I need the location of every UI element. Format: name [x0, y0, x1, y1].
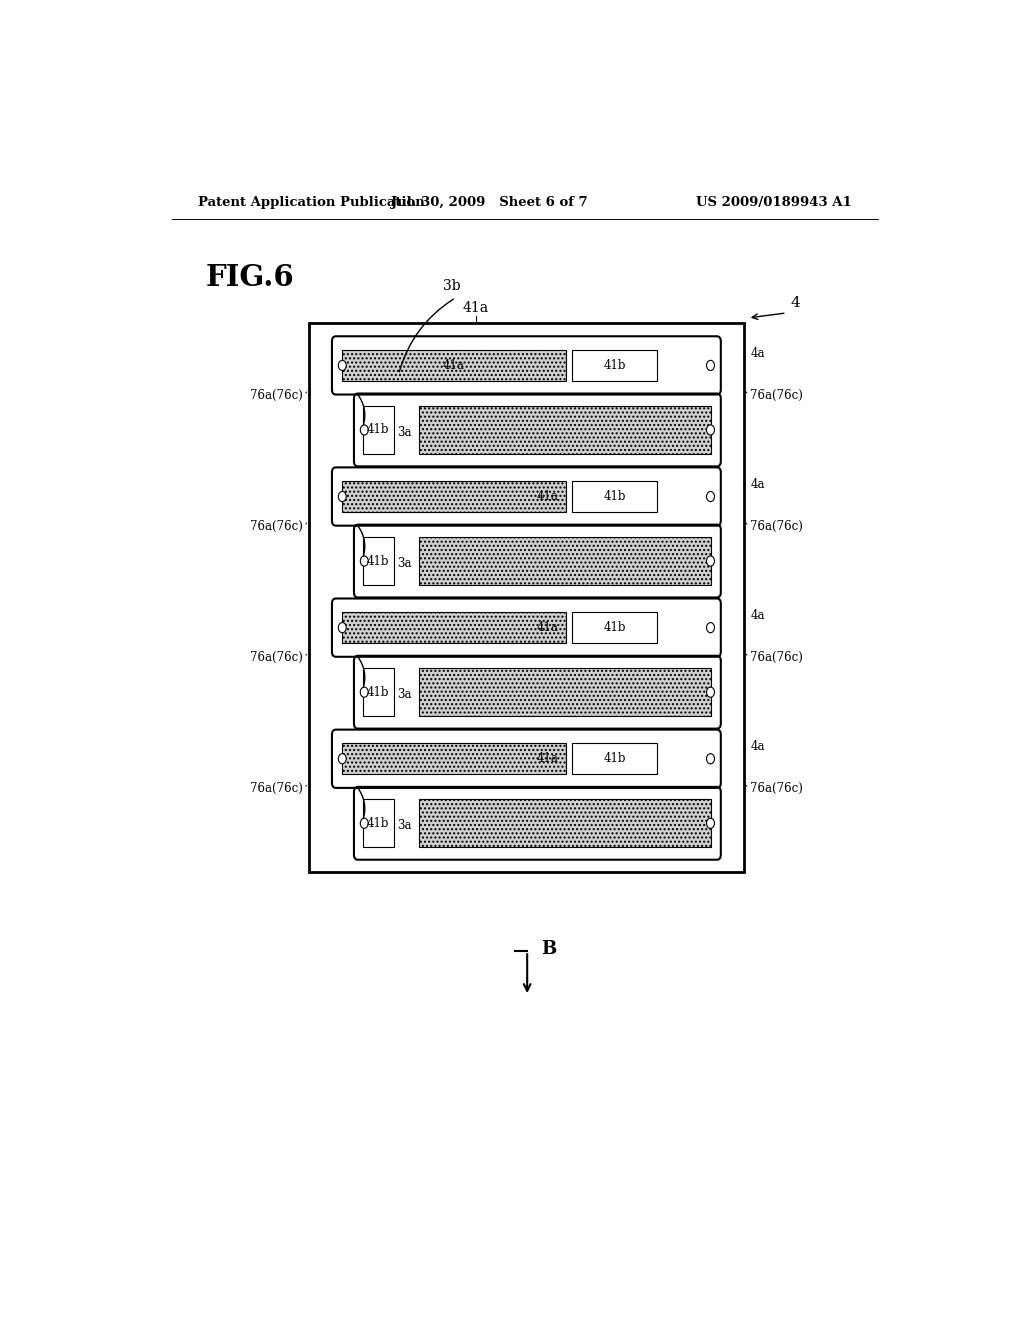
Bar [572, 743, 657, 774]
Bar [419, 668, 711, 715]
Bar [572, 350, 657, 380]
Text: 4a: 4a [751, 741, 765, 754]
Bar [572, 612, 657, 643]
Text: 41b: 41b [367, 685, 389, 698]
Circle shape [707, 360, 715, 371]
Text: 4a: 4a [751, 478, 765, 491]
Bar [356, 399, 719, 461]
Circle shape [360, 818, 369, 829]
Bar [334, 473, 719, 520]
Bar [419, 407, 711, 454]
Text: 41b: 41b [367, 424, 389, 437]
Text: Jul. 30, 2009   Sheet 6 of 7: Jul. 30, 2009 Sheet 6 of 7 [391, 195, 588, 209]
Text: 41a: 41a [463, 301, 489, 315]
Bar [309, 323, 743, 873]
Text: 4a: 4a [751, 609, 765, 622]
Text: 41a: 41a [537, 752, 559, 766]
Bar [342, 612, 566, 643]
Bar [342, 743, 566, 774]
Circle shape [338, 491, 346, 502]
Text: 4a: 4a [751, 347, 765, 360]
Bar [362, 668, 393, 715]
Bar [362, 537, 393, 585]
Bar [362, 407, 393, 454]
Bar [334, 603, 719, 652]
Bar [572, 480, 657, 512]
Bar [334, 735, 719, 783]
Text: 3a: 3a [397, 425, 412, 438]
Text: 76a(76c): 76a(76c) [250, 783, 303, 796]
Text: 76a(76c): 76a(76c) [250, 389, 303, 403]
Text: 41b: 41b [603, 622, 626, 634]
Text: 76a(76c): 76a(76c) [751, 389, 803, 403]
Text: 4: 4 [791, 296, 801, 310]
Text: 76a(76c): 76a(76c) [250, 651, 303, 664]
Circle shape [338, 360, 346, 371]
Bar [342, 350, 566, 380]
Circle shape [707, 556, 715, 566]
Bar [356, 529, 719, 593]
Text: 3a: 3a [397, 818, 412, 832]
Text: 76a(76c): 76a(76c) [751, 651, 803, 664]
Text: 41b: 41b [603, 490, 626, 503]
Text: US 2009/0189943 A1: US 2009/0189943 A1 [696, 195, 852, 209]
Text: FIG.6: FIG.6 [206, 263, 295, 292]
Circle shape [360, 425, 369, 436]
Text: 41a: 41a [537, 622, 559, 634]
Bar [419, 800, 711, 847]
Text: 3b: 3b [443, 279, 461, 293]
Bar [356, 661, 719, 723]
Circle shape [707, 425, 715, 436]
Circle shape [707, 623, 715, 632]
Text: 3a: 3a [397, 557, 412, 570]
Bar [419, 537, 711, 585]
Bar [334, 342, 719, 389]
Bar [342, 480, 566, 512]
Circle shape [338, 623, 346, 632]
Circle shape [360, 556, 369, 566]
Circle shape [707, 818, 715, 829]
Text: 41b: 41b [367, 817, 389, 830]
Bar [362, 800, 393, 847]
Circle shape [360, 688, 369, 697]
Text: B: B [542, 940, 557, 958]
Text: 41b: 41b [367, 554, 389, 568]
Circle shape [707, 491, 715, 502]
Text: 76a(76c): 76a(76c) [250, 520, 303, 533]
Text: Patent Application Publication: Patent Application Publication [198, 195, 425, 209]
Circle shape [338, 754, 346, 764]
Circle shape [707, 754, 715, 764]
Circle shape [707, 688, 715, 697]
Text: 41b: 41b [603, 752, 626, 766]
Text: 41a: 41a [537, 490, 559, 503]
Text: 3a: 3a [397, 688, 412, 701]
Bar [356, 792, 719, 854]
Text: 41b: 41b [603, 359, 626, 372]
Text: 41a: 41a [443, 359, 465, 372]
Text: 76a(76c): 76a(76c) [751, 520, 803, 533]
Text: 76a(76c): 76a(76c) [751, 783, 803, 796]
